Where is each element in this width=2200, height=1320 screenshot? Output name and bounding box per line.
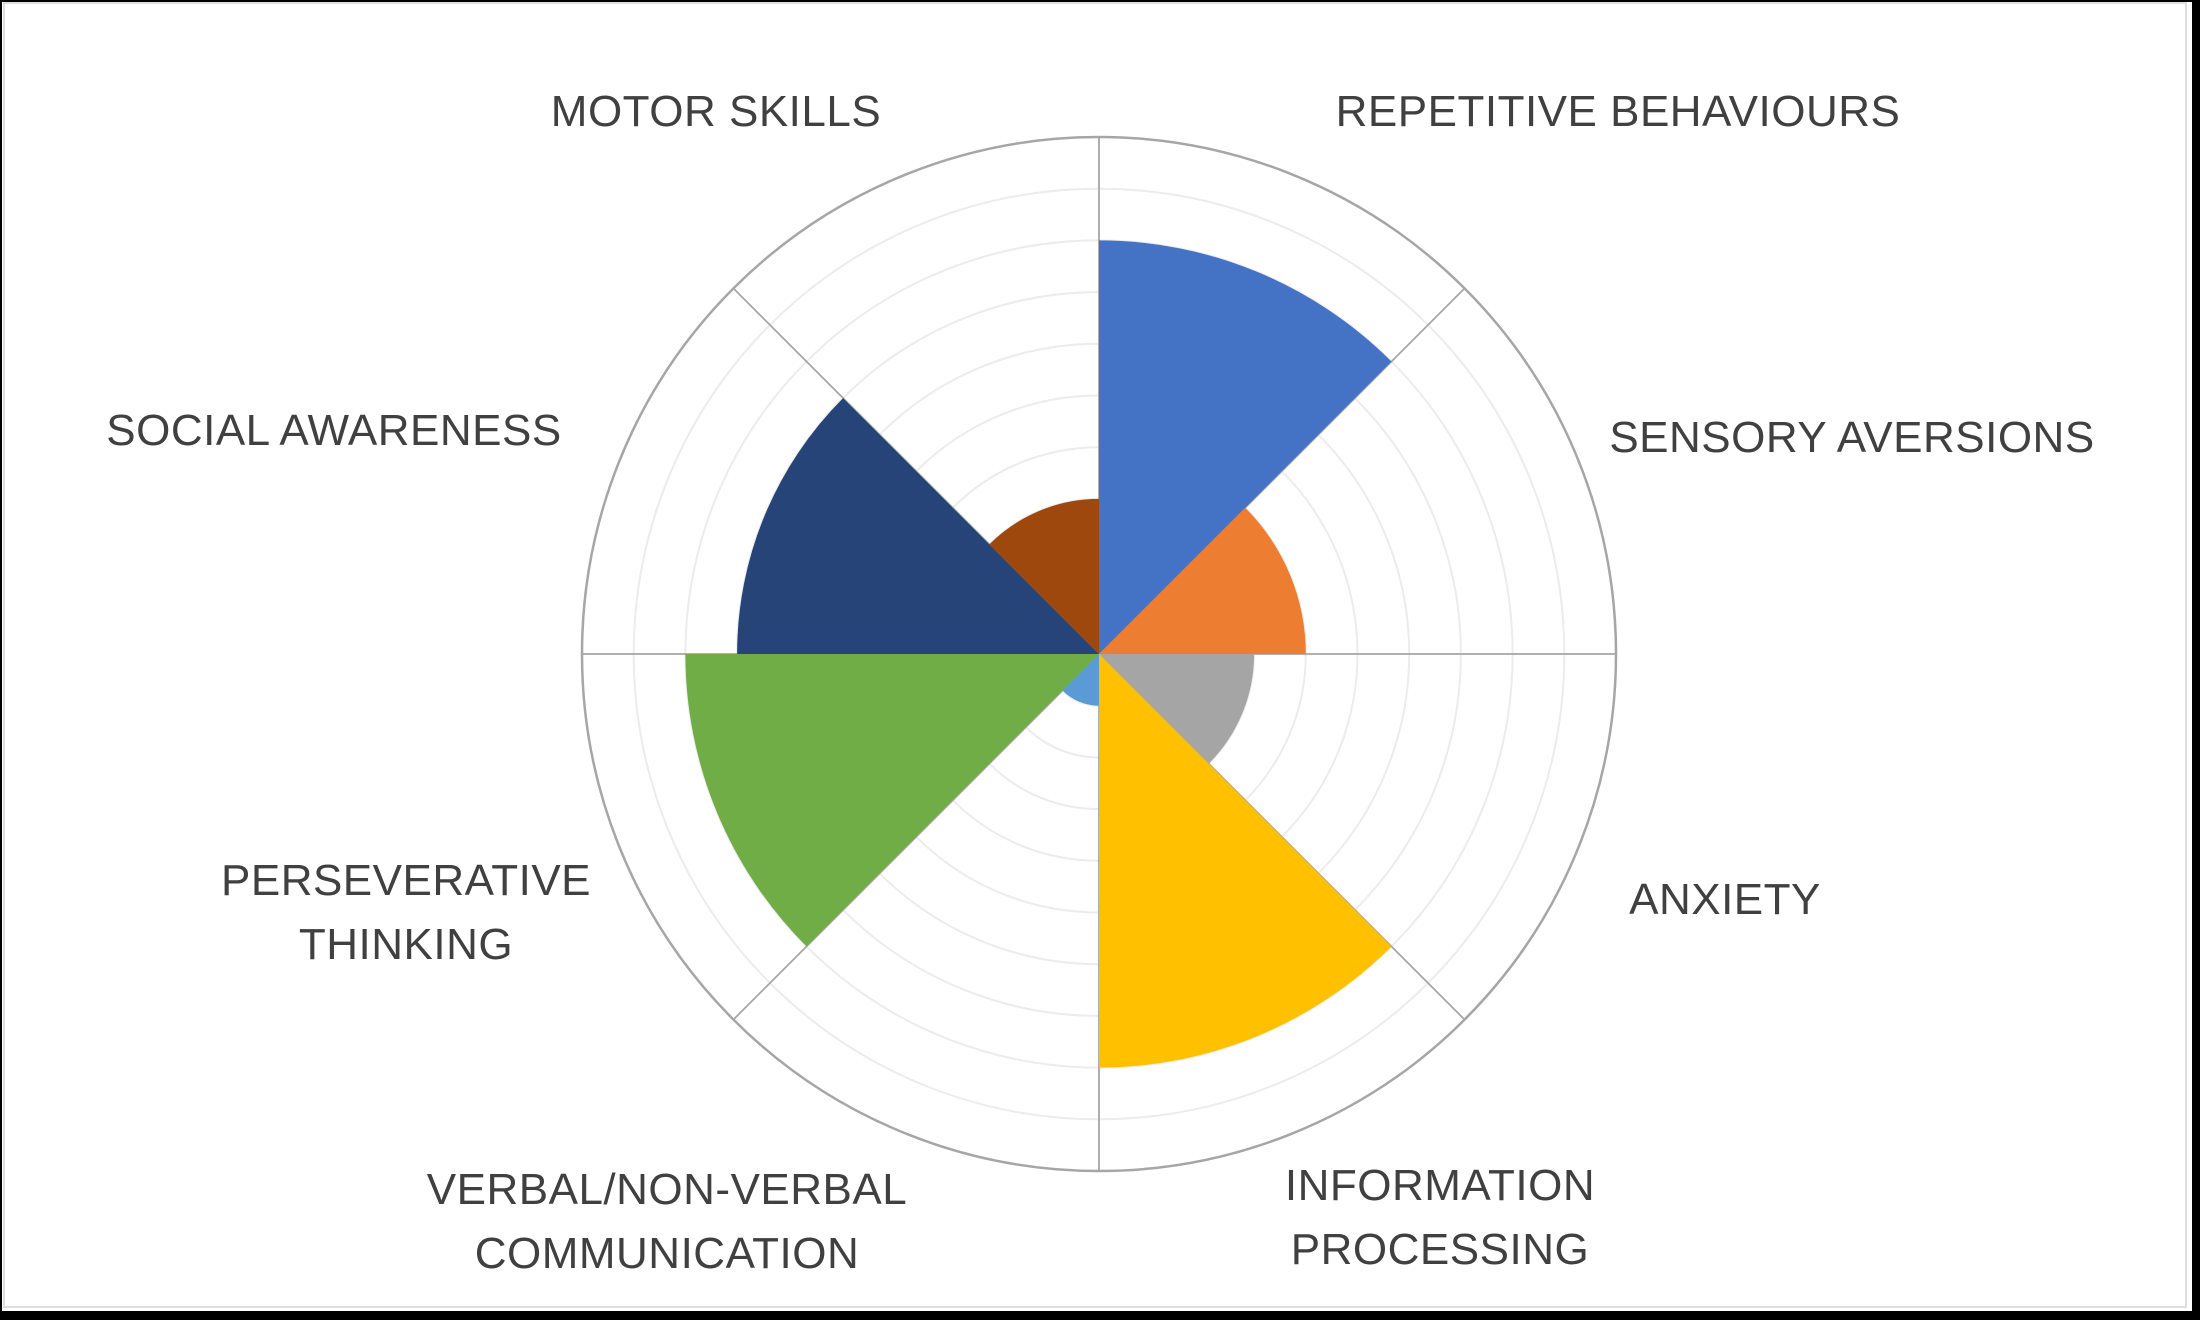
label-line: SOCIAL AWARENESS: [106, 406, 562, 455]
sector-anxiety: [1099, 654, 1255, 764]
label-motor-skills: MOTOR SKILLS: [551, 80, 881, 144]
label-line: COMMUNICATION: [474, 1229, 860, 1278]
label-line: PROCESSING: [1290, 1225, 1590, 1274]
label-anxiety: ANXIETY: [1629, 868, 1821, 932]
label-line: INFORMATION: [1284, 1161, 1596, 1210]
label-repetitive-behaviours: REPETITIVE BEHAVIOURS: [1336, 80, 1901, 144]
label-line: VERBAL/NON-VERBAL: [426, 1165, 908, 1214]
sector-social-awareness: [737, 398, 1099, 654]
label-line: REPETITIVE BEHAVIOURS: [1335, 87, 1901, 136]
label-social-awareness: SOCIAL AWARENESS: [106, 399, 561, 463]
sector-repetitive-behaviours: [1099, 240, 1392, 654]
label-perseverative-thinking: PERSEVERATIVE THINKING: [221, 849, 591, 977]
label-line: MOTOR SKILLS: [550, 87, 882, 136]
label-line: PERSEVERATIVE: [220, 856, 592, 905]
sector-information-processing: [1099, 654, 1392, 1068]
sector-verbal-non-verbal-communication: [1062, 654, 1099, 706]
label-line: SENSORY AVERSIONS: [1609, 413, 2095, 462]
sector-sensory-aversions: [1099, 507, 1306, 654]
label-verbal-non-verbal-communication: VERBAL/NON-VERBAL COMMUNICATION: [427, 1158, 907, 1286]
sector-perseverative-thinking: [685, 654, 1099, 947]
label-line: ANXIETY: [1629, 875, 1821, 924]
sector-motor-skills: [989, 498, 1099, 654]
label-sensory-aversions: SENSORY AVERSIONS: [1609, 406, 2094, 470]
label-information-processing: INFORMATION PROCESSING: [1285, 1154, 1595, 1282]
label-line: THINKING: [298, 920, 514, 969]
